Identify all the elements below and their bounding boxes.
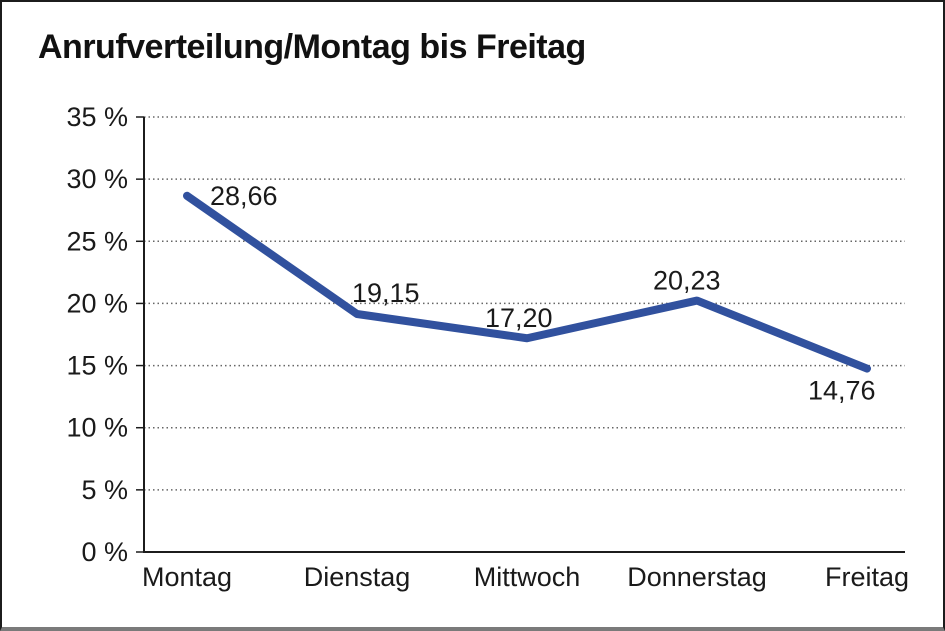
y-axis-tick-label: 20 %	[66, 288, 128, 318]
x-axis-category-label: Freitag	[825, 562, 909, 592]
data-series-line	[183, 191, 871, 373]
data-point-label: 19,15	[352, 278, 420, 308]
y-axis-tick-label: 0 %	[81, 537, 128, 567]
data-point-label: 17,20	[485, 303, 553, 333]
y-axis-tick-label: 30 %	[66, 164, 128, 194]
x-axis-category-label: Montag	[142, 562, 232, 592]
x-axis-category-label: Donnerstag	[627, 562, 767, 592]
y-axis-tick-label: 5 %	[81, 475, 128, 505]
y-axis-tick-label: 10 %	[66, 413, 128, 443]
x-axis-category-label: Dienstag	[304, 562, 411, 592]
chart-title: Anrufverteilung/Montag bis Freitag	[38, 28, 586, 66]
x-axis-category-label: Mittwoch	[474, 562, 581, 592]
y-axis-tick-label: 25 %	[66, 226, 128, 256]
y-axis-tick-label: 35 %	[66, 102, 128, 132]
data-point-label: 20,23	[653, 266, 721, 296]
data-point-label: 14,76	[808, 376, 876, 406]
y-axis-tick-label: 15 %	[66, 351, 128, 381]
data-point-label: 28,66	[210, 181, 278, 211]
